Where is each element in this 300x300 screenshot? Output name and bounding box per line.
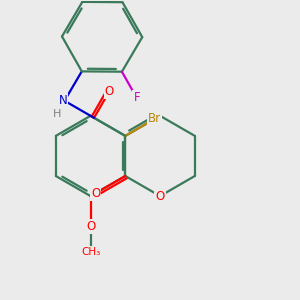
Text: CH₃: CH₃ bbox=[81, 247, 100, 257]
Text: H: H bbox=[53, 109, 61, 118]
Text: F: F bbox=[134, 92, 140, 104]
Text: O: O bbox=[86, 220, 95, 233]
Text: O: O bbox=[104, 85, 114, 98]
Text: Br: Br bbox=[148, 112, 161, 125]
Text: N: N bbox=[58, 94, 68, 107]
Text: O: O bbox=[91, 187, 101, 200]
Text: O: O bbox=[155, 190, 165, 202]
